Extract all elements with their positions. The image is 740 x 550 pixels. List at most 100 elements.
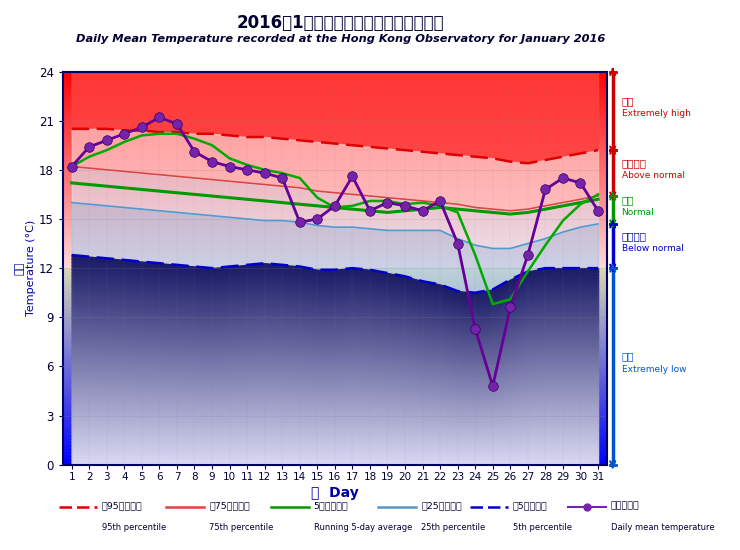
run5 xyxy=(295,175,304,182)
p95 xyxy=(190,130,199,137)
Point xyxy=(574,179,586,188)
run5 xyxy=(190,135,199,142)
p95 xyxy=(523,160,532,167)
Point xyxy=(294,218,306,227)
run5 xyxy=(348,202,357,209)
Text: 5天移動平均: 5天移動平均 xyxy=(314,502,349,510)
p75 xyxy=(488,206,497,212)
p95 xyxy=(295,137,304,144)
p95 xyxy=(400,147,409,153)
p95 xyxy=(85,125,94,132)
p25 xyxy=(278,217,286,224)
p75 xyxy=(541,202,550,209)
p25 xyxy=(593,221,602,227)
run5 xyxy=(85,153,94,160)
p75 xyxy=(330,189,339,196)
Line: p25: p25 xyxy=(72,202,598,249)
p75 xyxy=(260,182,269,188)
run5 xyxy=(436,202,445,209)
p50 xyxy=(67,180,76,186)
p75 xyxy=(348,191,357,197)
p50 xyxy=(172,189,181,196)
Point xyxy=(241,166,253,174)
p25 xyxy=(313,222,322,229)
p75 xyxy=(523,206,532,212)
p95 xyxy=(488,155,497,162)
p75 xyxy=(155,172,164,178)
Line: p75: p75 xyxy=(72,167,598,211)
Point xyxy=(84,142,95,151)
Point xyxy=(329,201,340,210)
p95 xyxy=(260,134,269,140)
p50 xyxy=(383,209,392,216)
Y-axis label: 氣溫
Temperature (°C): 氣溫 Temperature (°C) xyxy=(15,220,36,316)
p5 xyxy=(67,252,76,258)
p75 xyxy=(418,197,427,204)
run5 xyxy=(120,139,129,145)
Point xyxy=(312,214,323,223)
Point xyxy=(276,174,288,183)
p5 xyxy=(523,268,532,274)
run5 xyxy=(102,147,111,153)
p50 xyxy=(436,204,445,211)
p25 xyxy=(471,242,480,249)
Text: 極高: 極高 xyxy=(622,96,634,106)
p75 xyxy=(453,201,462,207)
Point xyxy=(451,239,463,248)
p95 xyxy=(418,148,427,155)
p5 xyxy=(576,265,585,272)
Text: 第25百分位數: 第25百分位數 xyxy=(421,502,462,510)
p75 xyxy=(471,204,480,211)
Point xyxy=(505,303,517,312)
p95 xyxy=(172,129,181,135)
p95 xyxy=(120,127,129,134)
p50 xyxy=(225,194,234,201)
p25 xyxy=(295,219,304,225)
p50 xyxy=(190,191,199,197)
p95 xyxy=(208,130,217,137)
p25 xyxy=(155,207,164,214)
p50 xyxy=(418,206,427,212)
p5 xyxy=(348,265,357,272)
Text: 第95百分位數: 第95百分位數 xyxy=(101,502,142,510)
p50 xyxy=(243,196,252,202)
Point xyxy=(66,162,78,171)
run5 xyxy=(541,242,550,249)
X-axis label: 日  Day: 日 Day xyxy=(311,486,359,500)
p75 xyxy=(208,177,217,183)
p25 xyxy=(208,212,217,219)
Text: 日平均氣溫: 日平均氣溫 xyxy=(611,502,640,510)
Line: run5: run5 xyxy=(72,134,598,304)
p5 xyxy=(471,289,480,296)
p75 xyxy=(383,194,392,201)
p95 xyxy=(225,132,234,139)
Text: Normal: Normal xyxy=(622,208,654,217)
Point xyxy=(469,324,481,333)
Point xyxy=(399,201,411,210)
Line: p5: p5 xyxy=(72,255,598,293)
p75 xyxy=(593,192,602,199)
run5 xyxy=(559,217,568,224)
p75 xyxy=(366,192,374,199)
p25 xyxy=(453,235,462,242)
Text: 第75百分位數: 第75百分位數 xyxy=(209,502,250,510)
p50 xyxy=(260,197,269,204)
Text: 75th percentile: 75th percentile xyxy=(209,524,274,532)
p5 xyxy=(120,257,129,263)
p25 xyxy=(120,204,129,211)
p5 xyxy=(418,278,427,284)
Text: Running 5-day average: Running 5-day average xyxy=(314,524,412,532)
p25 xyxy=(243,216,252,222)
p75 xyxy=(120,168,129,175)
p25 xyxy=(366,226,374,232)
p95 xyxy=(102,125,111,132)
p95 xyxy=(541,157,550,163)
Point xyxy=(557,174,569,183)
Text: Above normal: Above normal xyxy=(622,172,685,180)
Text: 2016年1月香港天文台錄得的日平均氣溫: 2016年1月香港天文台錄得的日平均氣溫 xyxy=(237,14,444,32)
p50 xyxy=(120,185,129,191)
p5 xyxy=(453,288,462,294)
p95 xyxy=(436,150,445,157)
p25 xyxy=(102,202,111,209)
run5 xyxy=(243,162,252,168)
